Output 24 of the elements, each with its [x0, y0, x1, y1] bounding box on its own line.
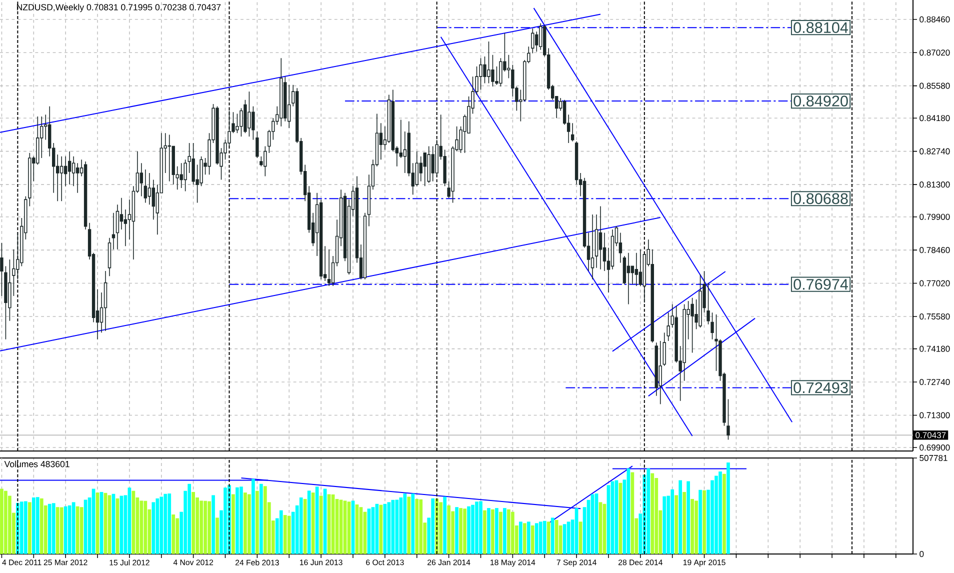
y-tick-label: 0.81300 [920, 182, 950, 188]
y-tick-label: 0.69900 [920, 444, 950, 451]
y-tick-label: 0.78460 [920, 247, 950, 254]
y-tick-label: 0.88460 [920, 16, 950, 22]
y-tick-label: 0.84180 [920, 115, 950, 122]
annotation: 0.84920 [794, 96, 848, 106]
y-tick-label: 507781 [920, 454, 948, 462]
y-tick-label: 0 [920, 550, 924, 558]
y-tick-label: 0.71300 [920, 412, 950, 418]
annotation: 0.80688 [794, 193, 848, 204]
y-tick-label: 0.82740 [920, 148, 950, 154]
chart-title: Volumes 483601 [4, 460, 70, 468]
y-tick-label: 0.72740 [920, 378, 950, 386]
chart-title: NZDUSD,Weekly 0.70831 0.71995 0.70238 0.70437 [16, 4, 221, 12]
y-tick-label: 0.85580 [920, 82, 950, 89]
y-tick-label: 0.87020 [920, 50, 950, 56]
ref-line-label: 0.70437 [916, 432, 946, 438]
y-tick-label: 0.75580 [920, 313, 950, 320]
annotation: 0.72493 [794, 382, 848, 394]
y-tick-label: 0.74180 [920, 346, 950, 352]
y-tick-label: 0.77020 [920, 280, 950, 286]
annotation: 0.88104 [794, 22, 848, 34]
y-tick-label: 0.79900 [920, 214, 950, 220]
annotation: 0.76974 [794, 278, 848, 290]
